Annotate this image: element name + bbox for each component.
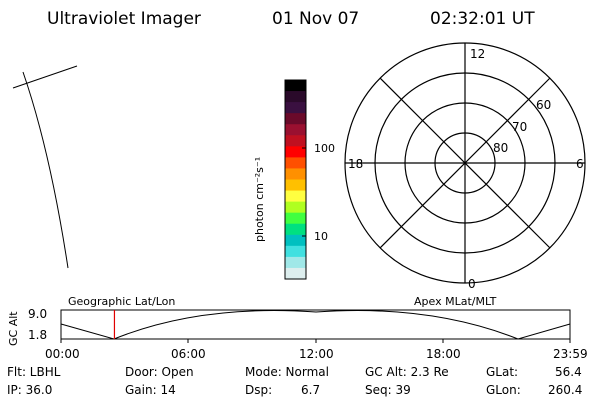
timeline-frame <box>60 309 571 340</box>
colorbar-frame <box>284 79 307 280</box>
colorbar-band <box>285 91 306 103</box>
geo-longitude-line <box>22 71 69 269</box>
info-dsp-value: 6.7 <box>301 383 321 397</box>
info-glat-value: 56.4 <box>555 365 582 379</box>
timeline-ticks <box>60 339 571 343</box>
altitude-curve <box>60 310 571 340</box>
colorbar-band <box>285 135 306 147</box>
polar-label-12: 12 <box>470 47 486 61</box>
info-glon-value: 260.4 <box>548 383 583 397</box>
date-label: 01 Nov 07 <box>272 9 360 29</box>
timeline-ylabel: GC Alt <box>7 311 20 346</box>
colorbar-band <box>285 102 306 114</box>
info-gcalt: GC Alt: 2.3 Re <box>365 365 449 379</box>
time-label: 02:32:01 UT <box>430 9 535 29</box>
timeline-ytick-top: 9.0 <box>28 307 48 321</box>
timeline-right-title: Apex MLat/MLT <box>414 295 497 308</box>
timeline-left-title: Geographic Lat/Lon <box>68 295 176 308</box>
info-door: Door: Open <box>125 365 194 379</box>
polar-label-18: 18 <box>348 157 364 171</box>
timeline-ytick-bottom: 1.8 <box>28 328 48 342</box>
info-ip: IP: 36.0 <box>7 383 53 397</box>
polar-label-6: 6 <box>576 157 584 171</box>
colorbar-band <box>285 201 306 214</box>
timeline-xtick-1: 06:00 <box>171 347 206 361</box>
info-flt: Flt: LBHL <box>7 365 61 379</box>
timeline-xtick-4: 23:59 <box>553 347 588 361</box>
polar-ring-label-70: 70 <box>512 120 528 134</box>
info-glat: GLat: <box>486 365 519 379</box>
info-seq: Seq: 39 <box>365 383 411 397</box>
colorbar-band <box>285 146 306 158</box>
colorbar-band <box>285 113 306 125</box>
colorbar-band <box>285 168 306 181</box>
polar-ring-label-80: 80 <box>493 141 509 155</box>
polar-grid <box>344 42 586 284</box>
info-glon: GLon: <box>486 383 521 397</box>
colorbar-band <box>285 256 306 269</box>
timeline-xtick-2: 12:00 <box>299 347 334 361</box>
colorbar-band <box>285 80 306 92</box>
colorbar-tick-100: 100 <box>314 142 335 155</box>
colorbar-band <box>285 234 306 247</box>
polar-label-0: 0 <box>468 277 476 291</box>
colorbar-band <box>285 124 306 136</box>
info-dsp: Dsp: <box>245 383 273 397</box>
timeline-xtick-3: 18:00 <box>426 347 461 361</box>
instrument-title: Ultraviolet Imager <box>47 9 201 29</box>
timeline-xtick-0: 00:00 <box>45 347 80 361</box>
colorbar-tick-10: 10 <box>314 230 328 243</box>
colorbar-band <box>285 179 306 192</box>
colorbar-band <box>285 190 306 203</box>
info-gain: Gain: 14 <box>125 383 176 397</box>
colorbar-band <box>285 212 306 225</box>
info-mode: Mode: Normal <box>245 365 329 379</box>
colorbar-unit-label: photon cm⁻²s⁻¹ <box>253 156 266 242</box>
colorbar-band <box>285 223 306 236</box>
polar-ring-label-60: 60 <box>536 98 552 112</box>
colorbar <box>285 80 306 280</box>
geo-latitude-line <box>12 65 78 89</box>
colorbar-band <box>285 157 306 170</box>
colorbar-band <box>285 267 306 280</box>
colorbar-band <box>285 245 306 258</box>
